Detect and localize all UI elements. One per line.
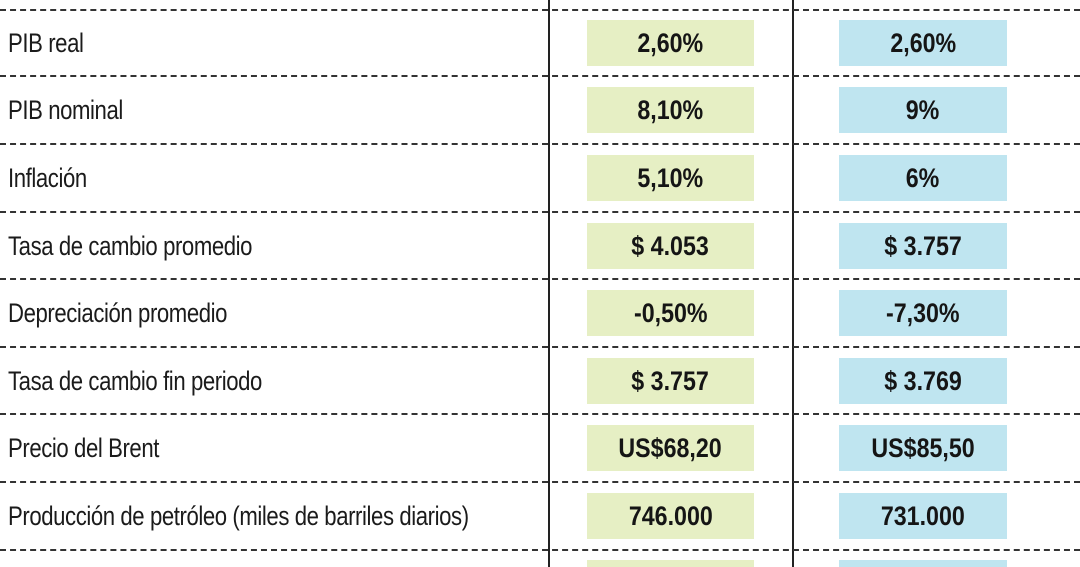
row-label: Producción de petróleo (miles de barrile… xyxy=(8,501,469,531)
row-label: PIB real xyxy=(8,28,84,58)
value-column-a: -0,50% xyxy=(587,290,754,336)
value-column-b: -7,30% xyxy=(839,290,1007,336)
table-row: Tasa de cambio fin periodo $ 3.757 $ 3.7… xyxy=(0,347,1080,415)
value-column-a: $ 4.053 xyxy=(587,223,754,269)
row-separator xyxy=(0,413,1080,415)
row-separator xyxy=(0,549,1080,551)
value-column-a: $ 3.757 xyxy=(587,358,754,404)
row-separator xyxy=(0,346,1080,348)
table-row: PIB nominal 8,10% 9% xyxy=(0,76,1080,144)
value-column-b: 6% xyxy=(839,155,1007,201)
value-column-b: US$85,50 xyxy=(839,425,1007,471)
table-row: Producción de petróleo (miles de barrile… xyxy=(0,482,1080,550)
table-row: Depreciación promedio -0,50% -7,30% xyxy=(0,279,1080,347)
value-column-b: 9% xyxy=(839,87,1007,133)
value-column-b: $ 3.757 xyxy=(839,223,1007,269)
column-divider-left xyxy=(548,0,550,567)
value-column-a: US$68,20 xyxy=(587,425,754,471)
table-row: PIB real 2,60% 2,60% xyxy=(0,9,1080,77)
value-column-a: 2,60% xyxy=(587,20,754,66)
value-column-b-partial xyxy=(839,560,1007,567)
value-column-b: 2,60% xyxy=(839,20,1007,66)
row-label: PIB nominal xyxy=(8,95,123,125)
row-separator xyxy=(0,278,1080,280)
value-column-b: $ 3.769 xyxy=(839,358,1007,404)
row-separator xyxy=(0,9,1080,11)
row-label: Precio del Brent xyxy=(8,433,159,463)
table-row: Inflación 5,10% 6% xyxy=(0,144,1080,212)
row-separator xyxy=(0,211,1080,213)
row-label: Tasa de cambio fin periodo xyxy=(8,366,262,396)
row-separator xyxy=(0,75,1080,77)
row-separator xyxy=(0,481,1080,483)
value-column-a-partial xyxy=(587,560,754,567)
row-label: Depreciación promedio xyxy=(8,298,228,328)
table-row: Tasa de cambio promedio $ 4.053 $ 3.757 xyxy=(0,212,1080,280)
column-divider-right xyxy=(792,0,794,567)
value-column-a: 746.000 xyxy=(587,493,754,539)
table-row: Precio del Brent US$68,20 US$85,50 xyxy=(0,414,1080,482)
value-column-a: 5,10% xyxy=(587,155,754,201)
row-label: Inflación xyxy=(8,163,87,193)
value-column-a: 8,10% xyxy=(587,87,754,133)
value-column-b: 731.000 xyxy=(839,493,1007,539)
row-separator xyxy=(0,143,1080,145)
row-label: Tasa de cambio promedio xyxy=(8,231,253,261)
